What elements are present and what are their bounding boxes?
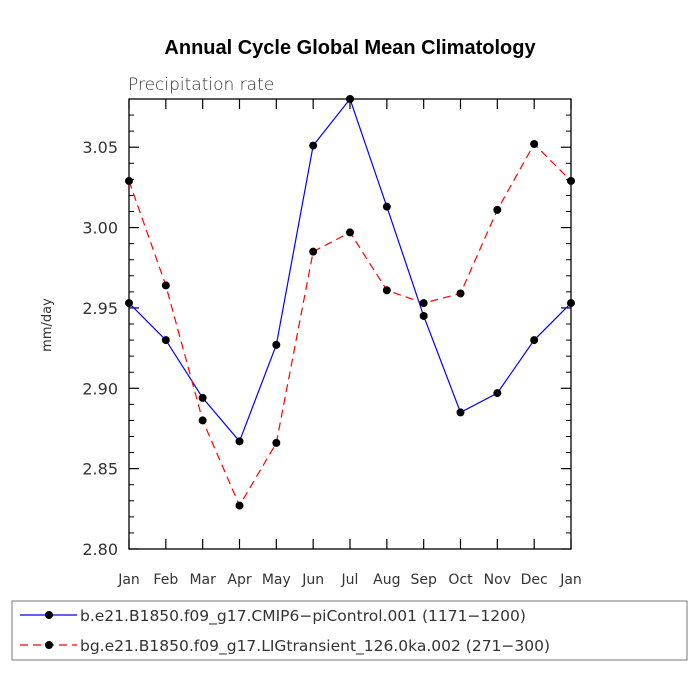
- data-point-s2-9: [456, 289, 465, 298]
- data-point-s1-8: [419, 311, 428, 320]
- data-point-s2-4: [272, 438, 281, 447]
- x-tick-label: Jun: [301, 572, 324, 588]
- series-line-1: [128, 97, 572, 443]
- data-point-s2-6: [346, 228, 354, 237]
- data-point-s2-2: [198, 416, 207, 425]
- legend-marker-1: [45, 611, 53, 619]
- x-tick-label: Jul: [341, 572, 359, 588]
- y-tick-label: 2.90: [82, 379, 118, 398]
- series-group: [125, 95, 575, 510]
- legend-marker-2: [45, 641, 53, 649]
- data-point-s1-1: [161, 336, 170, 345]
- legend-box: [11, 600, 688, 661]
- y-tick-label: 3.00: [82, 219, 118, 238]
- data-point-s1-11: [530, 336, 539, 345]
- y-tick-label: 2.80: [82, 540, 118, 559]
- x-tick-label: Oct: [448, 572, 473, 588]
- data-point-s2-7: [382, 286, 391, 295]
- data-point-s1-9: [456, 408, 465, 417]
- data-point-s1-0: [125, 299, 133, 308]
- data-point-s2-11: [530, 140, 539, 148]
- x-tick-label: May: [262, 572, 291, 588]
- x-tick-label: Feb: [153, 572, 178, 588]
- x-tick-label: Jan: [559, 572, 582, 588]
- x-tick-label: Nov: [484, 572, 511, 588]
- data-point-s1-3: [235, 437, 244, 446]
- data-point-s1-10: [493, 389, 502, 398]
- x-tick-label: Dec: [521, 572, 548, 588]
- data-point-s2-3: [235, 501, 244, 510]
- series-line-2: [128, 143, 572, 507]
- legend-label-2: bg.e21.B1850.f09_g17.LIGtransient_126.0k…: [80, 637, 550, 656]
- data-point-s1-12: [567, 299, 575, 308]
- data-point-s1-7: [382, 202, 391, 211]
- data-point-s1-5: [309, 141, 318, 150]
- data-point-s2-10: [493, 205, 502, 214]
- x-tick-label: Mar: [189, 572, 216, 588]
- x-tick-label: Jan: [117, 572, 140, 588]
- y-axis-label: mm/day: [40, 298, 55, 352]
- x-tick-label: Aug: [373, 572, 400, 588]
- data-point-s2-5: [309, 247, 318, 256]
- y-tick-label: 2.95: [82, 299, 118, 318]
- plot-frame: [128, 98, 572, 550]
- data-point-s2-1: [161, 281, 170, 290]
- data-point-s1-4: [272, 340, 281, 349]
- chart-subtitle: Precipitation rate: [128, 75, 274, 95]
- legend-label-1: b.e21.B1850.f09_g17.CMIP6−piControl.001 …: [80, 607, 526, 626]
- legend: b.e21.B1850.f09_g17.CMIP6−piControl.001 …: [11, 600, 688, 661]
- data-point-s2-8: [419, 299, 428, 308]
- data-point-s1-6: [346, 95, 354, 103]
- chart-title: Annual Cycle Global Mean Climatology: [164, 37, 536, 59]
- data-point-s1-2: [198, 393, 207, 402]
- data-point-s2-0: [125, 176, 133, 185]
- data-point-s2-12: [567, 176, 575, 185]
- y-tick-label: 3.05: [82, 138, 118, 157]
- x-tick-label: Apr: [227, 572, 251, 588]
- axes: 2.80 2.85 2.90 2.95 3.00 3.05 Jan Feb Mar Apr May J…: [82, 98, 582, 588]
- x-tick-label: Sep: [410, 572, 437, 588]
- y-tick-label: 2.85: [82, 460, 118, 479]
